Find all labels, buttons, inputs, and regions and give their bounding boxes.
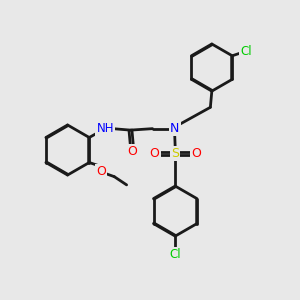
Text: N: N	[170, 122, 179, 135]
Text: O: O	[150, 147, 160, 160]
Text: S: S	[171, 147, 179, 160]
Text: O: O	[191, 147, 201, 160]
Text: Cl: Cl	[169, 248, 181, 261]
Text: NH: NH	[97, 122, 114, 135]
Text: O: O	[127, 145, 137, 158]
Text: Cl: Cl	[240, 45, 252, 58]
Text: O: O	[96, 165, 106, 178]
